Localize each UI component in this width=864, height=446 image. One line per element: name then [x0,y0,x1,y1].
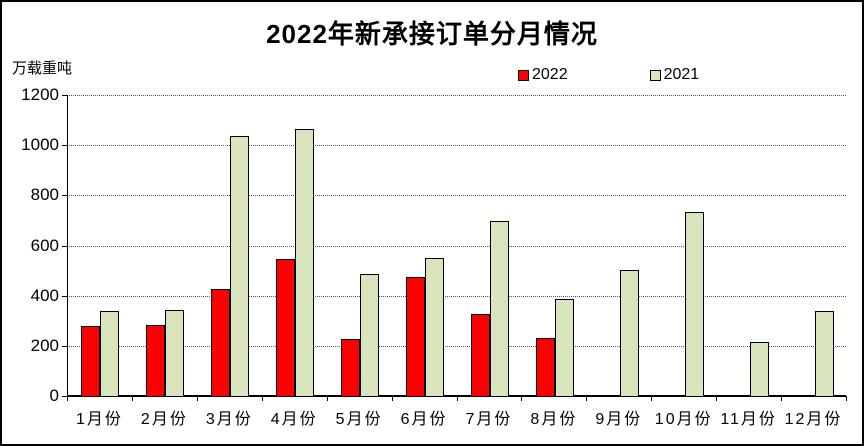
bar-2021-11月份 [749,342,769,396]
gridline-400 [67,295,846,297]
legend-item-2022: 2022 [518,66,568,84]
x-tick-mark-5 [391,396,393,401]
y-tick-mark-1200 [62,95,67,96]
bar-2021-1月份 [100,311,120,396]
y-tick-label-200: 200 [30,335,59,355]
legend-label-2022: 2022 [532,66,568,83]
bar-2022-7月份 [470,313,490,396]
x-tick-label-1月份: 1月份 [76,411,123,428]
bar-2022-3月份 [211,288,231,396]
gridline-800 [67,195,846,197]
bar-2021-2月份 [165,310,185,396]
y-tick-label-0: 0 [49,386,59,405]
y-axis-unit-label: 万载重吨 [12,60,73,77]
gridline-600 [67,245,846,247]
x-tick-mark-8 [586,396,588,401]
legend-item-2021: 2021 [649,66,700,84]
bar-2021-6月份 [425,258,445,396]
x-tick-mark-0 [67,396,68,401]
x-tick-mark-11 [781,396,783,401]
legend-label-2021: 2021 [663,66,700,83]
bar-2022-6月份 [406,276,426,396]
x-tick-mark-3 [261,396,263,401]
y-tick-mark-600 [62,245,67,247]
bar-2021-5月份 [360,273,380,396]
bar-2021-7月份 [489,220,509,396]
x-tick-label-8月份: 8月份 [530,411,578,428]
bar-2022-1月份 [81,325,101,396]
legend-swatch-2021 [649,69,661,81]
y-tick-mark-800 [62,195,67,197]
bar-2021-10月份 [684,212,704,396]
x-tick-mark-10 [716,396,718,401]
y-tick-mark-400 [62,295,67,297]
chart-title: 2022年新承接订单分月情况 [266,19,598,49]
bar-2022-2月份 [146,325,166,396]
gridline-1200 [67,95,846,96]
x-tick-mark-12 [846,396,847,401]
x-tick-label-6月份: 6月份 [400,411,448,428]
x-tick-mark-4 [326,396,328,401]
x-tick-label-7月份: 7月份 [465,411,513,428]
x-tick-label-5月份: 5月份 [335,411,383,428]
gridline-1000 [67,145,846,147]
x-tick-label-4月份: 4月份 [270,411,318,428]
y-tick-mark-200 [62,345,67,347]
bar-2021-4月份 [295,128,315,396]
y-tick-label-800: 800 [30,185,59,205]
x-tick-label-3月份: 3月份 [205,411,253,428]
bar-2021-9月份 [619,269,639,396]
bar-2022-4月份 [276,259,296,396]
bar-2022-5月份 [341,338,361,396]
y-tick-mark-0 [62,396,67,397]
y-tick-label-1200: 1200 [21,85,59,104]
bar-2021-8月份 [554,298,574,396]
y-tick-label-1000: 1000 [21,135,59,155]
bar-2021-3月份 [230,135,250,396]
x-tick-mark-2 [196,396,198,401]
y-tick-label-600: 600 [30,235,59,255]
bar-2022-8月份 [535,338,555,396]
x-tick-label-2月份: 2月份 [140,411,188,428]
x-tick-label-12月份: 12月份 [784,411,843,428]
x-tick-label-11月份: 11月份 [720,411,777,428]
y-tick-mark-1000 [62,145,67,147]
x-tick-label-10月份: 10月份 [654,411,713,428]
x-tick-mark-6 [456,396,458,401]
legend-swatch-2022 [518,69,529,81]
y-axis-line [67,95,68,396]
gridline-200 [67,345,846,347]
y-tick-label-400: 400 [30,285,59,305]
x-tick-mark-9 [651,396,653,401]
x-tick-label-9月份: 9月份 [595,411,643,428]
legend: 2022 2021 [518,66,699,84]
x-tick-mark-1 [131,396,133,401]
bar-2021-12月份 [814,310,834,396]
x-tick-mark-7 [521,396,523,401]
